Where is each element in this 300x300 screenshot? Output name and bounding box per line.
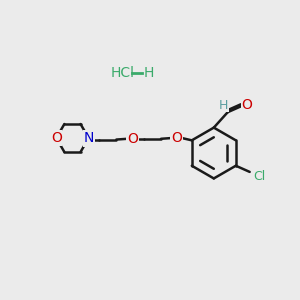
Text: H: H xyxy=(143,66,154,80)
Text: O: O xyxy=(51,131,62,145)
Text: O: O xyxy=(171,131,182,145)
Text: O: O xyxy=(127,132,138,146)
Text: N: N xyxy=(83,131,94,145)
Text: H: H xyxy=(219,99,229,112)
Text: HCl: HCl xyxy=(111,66,135,80)
Text: N: N xyxy=(83,133,94,147)
Text: Cl: Cl xyxy=(253,170,265,183)
Text: O: O xyxy=(242,98,252,112)
